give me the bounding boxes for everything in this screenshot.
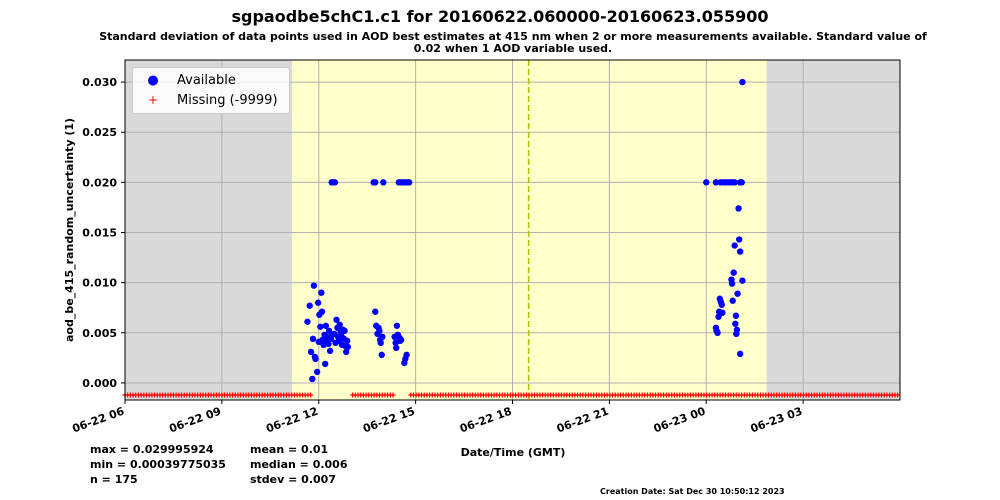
available-point bbox=[405, 179, 413, 186]
x-axis-label: Date/Time (GMT) bbox=[461, 446, 566, 459]
available-point bbox=[735, 236, 743, 243]
available-point bbox=[312, 355, 319, 363]
x-tick-label: 06-22 15 bbox=[361, 405, 416, 436]
available-point bbox=[331, 179, 339, 186]
available-point bbox=[397, 336, 405, 344]
available-point bbox=[735, 205, 742, 212]
y-tick-label: 0.015 bbox=[82, 227, 117, 240]
chart-subtitle-line2: 0.02 when 1 AOD variable used. bbox=[413, 42, 613, 55]
available-point bbox=[393, 322, 401, 329]
available-point bbox=[309, 375, 316, 383]
available-point bbox=[325, 340, 332, 348]
available-point bbox=[322, 322, 330, 329]
legend-item-available: ● Available bbox=[141, 71, 236, 89]
available-point bbox=[738, 179, 745, 186]
available-point bbox=[320, 341, 327, 349]
available-point bbox=[322, 360, 329, 368]
available-point bbox=[714, 329, 721, 337]
available-point bbox=[304, 318, 311, 325]
missing-point bbox=[895, 392, 901, 398]
available-point bbox=[731, 179, 738, 186]
available-point bbox=[403, 351, 410, 359]
y-tick-label: 0.010 bbox=[82, 277, 117, 290]
chart-subtitle-line1: Standard deviation of data points used i… bbox=[99, 30, 927, 43]
creation-date: Creation Date: Sat Dec 30 10:50:12 2023 bbox=[600, 487, 785, 496]
available-point bbox=[344, 343, 352, 351]
chart-subtitle: Standard deviation of data points used i… bbox=[80, 31, 946, 55]
available-point bbox=[318, 289, 325, 296]
stat-mean: mean = 0.01 bbox=[250, 443, 329, 456]
available-point bbox=[712, 179, 720, 186]
available-point bbox=[333, 316, 340, 323]
available-point bbox=[732, 320, 739, 327]
stat-stdev: stdev = 0.007 bbox=[250, 473, 336, 486]
x-tick-label: 06-23 00 bbox=[652, 404, 708, 435]
y-tick-label: 0.020 bbox=[82, 176, 117, 189]
stat-min: min = 0.00039775035 bbox=[90, 458, 226, 471]
available-point bbox=[731, 242, 738, 249]
available-point bbox=[377, 339, 384, 347]
x-tick-label: 06-22 12 bbox=[264, 405, 319, 436]
available-point bbox=[306, 302, 313, 309]
available-point bbox=[733, 330, 740, 338]
y-axis-label: aod_be_415_random_uncertainty (1) bbox=[63, 118, 76, 342]
available-point bbox=[314, 299, 322, 306]
available-point bbox=[729, 297, 736, 304]
available-point bbox=[732, 312, 740, 319]
available-point bbox=[309, 335, 317, 343]
available-point bbox=[372, 308, 379, 315]
available-point bbox=[378, 351, 385, 359]
available-point bbox=[380, 179, 387, 186]
available-point bbox=[343, 337, 351, 345]
legend-label-available: Available bbox=[177, 72, 236, 88]
stat-n: n = 175 bbox=[90, 473, 138, 486]
available-point bbox=[379, 333, 386, 341]
available-point bbox=[736, 248, 744, 255]
available-point bbox=[719, 309, 726, 316]
stat-median: median = 0.006 bbox=[250, 458, 348, 471]
available-point bbox=[341, 327, 348, 334]
available-point bbox=[739, 78, 746, 86]
legend-label-missing: Missing (-9999) bbox=[177, 92, 278, 108]
available-point bbox=[728, 280, 736, 287]
x-tick-label: 06-22 09 bbox=[167, 405, 222, 436]
available-point bbox=[307, 348, 315, 356]
missing-point bbox=[390, 392, 396, 398]
available-point bbox=[336, 321, 343, 328]
available-point bbox=[730, 269, 737, 276]
y-tick-label: 0.005 bbox=[82, 327, 117, 340]
y-tick-label: 0.025 bbox=[82, 126, 117, 139]
available-point bbox=[317, 323, 324, 330]
x-tick-label: 06-23 03 bbox=[749, 405, 804, 436]
available-marker-icon: ● bbox=[147, 72, 159, 88]
stat-max: max = 0.029995924 bbox=[90, 443, 214, 456]
available-point bbox=[376, 327, 383, 334]
available-point bbox=[342, 348, 350, 356]
available-point bbox=[326, 347, 334, 355]
available-point bbox=[718, 301, 725, 308]
available-point bbox=[372, 179, 379, 186]
x-tick-label: 06-22 06 bbox=[71, 404, 127, 435]
available-point bbox=[739, 277, 746, 284]
legend: ● Available + Missing (-9999) bbox=[132, 67, 290, 114]
available-point bbox=[313, 368, 321, 376]
x-tick-label: 06-22 21 bbox=[555, 405, 610, 436]
missing-marker-icon: + bbox=[147, 93, 159, 107]
x-tick-label: 06-22 18 bbox=[458, 405, 513, 436]
y-tick-label: 0.030 bbox=[82, 76, 117, 89]
available-point bbox=[393, 344, 400, 352]
available-point bbox=[318, 308, 326, 315]
available-point bbox=[736, 350, 744, 358]
available-point bbox=[715, 313, 722, 320]
available-point bbox=[310, 282, 318, 289]
legend-item-missing: + Missing (-9999) bbox=[141, 91, 278, 109]
chart-title: sgpaodbe5chC1.c1 for 20160622.060000-201… bbox=[231, 7, 769, 26]
available-point bbox=[734, 290, 741, 297]
y-tick-label: 0.000 bbox=[82, 377, 117, 390]
missing-point bbox=[308, 392, 314, 398]
available-point bbox=[703, 179, 710, 186]
